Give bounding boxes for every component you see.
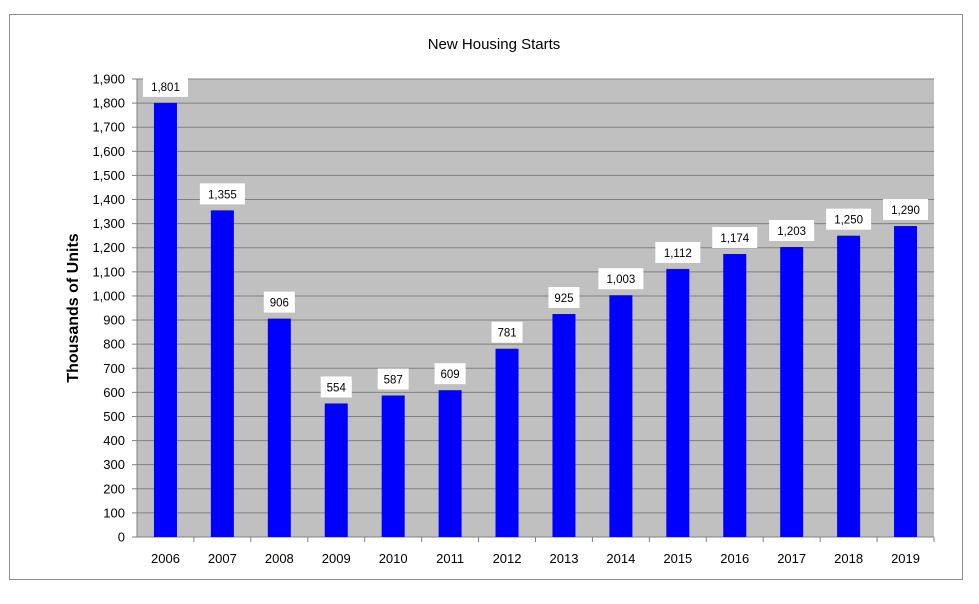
data-label: 609 — [441, 369, 460, 381]
data-label-box — [377, 368, 409, 390]
bar — [894, 226, 918, 537]
data-label-box — [434, 363, 466, 385]
y-tick-label: 1,700 — [92, 120, 125, 135]
y-tick-label: 1,600 — [92, 144, 125, 159]
data-label: 925 — [554, 293, 573, 305]
data-label: 1,203 — [777, 226, 806, 238]
bar — [381, 395, 405, 537]
y-tick-label: 800 — [103, 337, 125, 352]
bar — [210, 210, 234, 537]
bar — [495, 348, 519, 537]
x-tick-label: 2017 — [777, 551, 806, 566]
data-label: 1,250 — [834, 215, 863, 227]
x-tick-label: 2010 — [379, 551, 408, 566]
bar — [324, 403, 348, 537]
bar — [267, 318, 291, 537]
y-tick-label: 1,900 — [92, 72, 125, 87]
data-label: 1,174 — [720, 233, 749, 245]
x-tick-label: 2016 — [720, 551, 749, 566]
x-tick-label: 2014 — [606, 551, 635, 566]
y-tick-label: 200 — [103, 481, 125, 496]
data-label: 1,801 — [151, 82, 180, 94]
data-label: 1,003 — [607, 274, 636, 286]
data-label-box — [826, 208, 872, 230]
data-label-box — [142, 75, 188, 97]
x-tick-label: 2011 — [436, 551, 464, 566]
y-tick-label: 1,300 — [92, 216, 125, 231]
x-tick-label: 2015 — [663, 551, 692, 566]
plot-background — [137, 79, 934, 537]
y-tick-label: 0 — [118, 530, 125, 545]
data-label: 1,290 — [891, 205, 920, 217]
y-tick-label: 500 — [103, 409, 125, 424]
y-tick-label: 1,000 — [92, 288, 125, 303]
x-tick-label: 2008 — [265, 551, 294, 566]
y-tick-label: 300 — [103, 457, 125, 472]
bar — [780, 247, 804, 538]
x-tick-label: 2012 — [493, 551, 522, 566]
x-tick-label: 2018 — [834, 551, 863, 566]
y-tick-label: 1,200 — [92, 240, 125, 255]
x-tick-label: 2007 — [208, 551, 237, 566]
data-label-box — [598, 268, 644, 290]
bar — [609, 295, 633, 537]
y-tick-label: 700 — [103, 361, 125, 376]
y-tick-label: 100 — [103, 505, 125, 520]
data-label: 1,112 — [664, 248, 692, 260]
bar — [438, 390, 462, 537]
data-label: 554 — [327, 382, 347, 394]
bar — [552, 314, 576, 537]
data-label-box — [655, 241, 701, 263]
y-axis-label: Thousands of Units — [65, 233, 82, 382]
y-tick-label: 1,500 — [92, 168, 125, 183]
data-label: 781 — [497, 328, 516, 340]
bar — [723, 254, 747, 537]
y-tick-label: 900 — [103, 313, 125, 328]
data-label-box — [199, 183, 245, 205]
data-label: 906 — [270, 298, 289, 310]
plot-area: 0 100 200 300 400 500 600 700 800 900 1,000 1,100 1,… — [92, 72, 935, 566]
y-tick-label: 1,100 — [92, 264, 125, 279]
y-tick-label: 1,800 — [92, 96, 125, 111]
data-label-box — [712, 227, 758, 249]
x-tick-label: 2009 — [322, 551, 351, 566]
x-tick-label: 2013 — [550, 551, 579, 566]
bar — [153, 102, 177, 538]
data-label: 1,355 — [208, 189, 237, 201]
y-tick-label: 600 — [103, 385, 125, 400]
chart-title: New Housing Starts — [428, 36, 561, 53]
data-label-box — [548, 287, 580, 309]
data-label-box — [491, 321, 523, 343]
y-tick-label: 400 — [103, 433, 125, 448]
data-label-box — [883, 199, 929, 221]
bar — [837, 235, 861, 537]
data-label-box — [263, 291, 295, 313]
bar — [666, 268, 690, 537]
y-tick-label: 1,400 — [92, 192, 125, 207]
x-tick-label: 2006 — [151, 551, 180, 566]
data-label: 587 — [384, 375, 403, 387]
x-tick-label: 2019 — [891, 551, 920, 566]
data-label-box — [320, 376, 352, 398]
data-label-box — [769, 220, 815, 242]
